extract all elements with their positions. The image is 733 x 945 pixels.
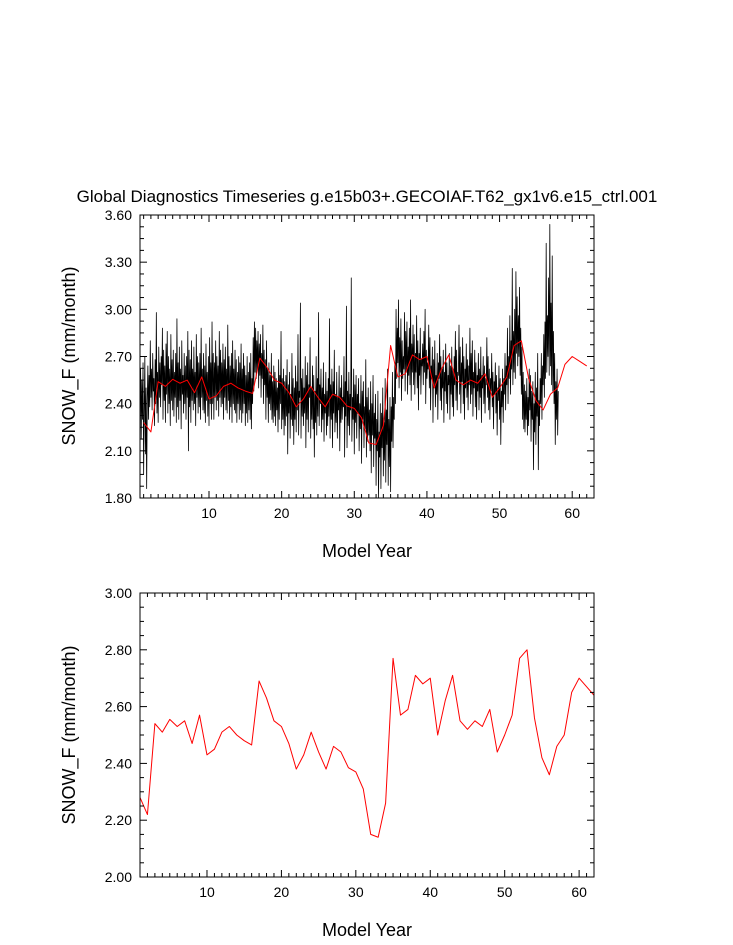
y-tick-label: 3.00 bbox=[105, 301, 132, 317]
x-tick-label: 40 bbox=[422, 884, 438, 900]
series-line-annual bbox=[143, 340, 588, 446]
y-tick-label: 2.40 bbox=[105, 755, 132, 771]
x-axis-label: Model Year bbox=[322, 541, 412, 561]
y-tick-label: 2.10 bbox=[105, 443, 132, 459]
x-tick-label: 10 bbox=[201, 505, 217, 521]
x-tick-label: 30 bbox=[346, 505, 362, 521]
y-tick-label: 2.60 bbox=[105, 699, 132, 715]
x-tick-label: 60 bbox=[571, 884, 587, 900]
series-line-annual bbox=[139, 649, 595, 838]
y-axis-label: SNOW_F (mm/month) bbox=[59, 266, 80, 445]
plot-frame bbox=[139, 592, 595, 878]
y-tick-label: 2.40 bbox=[105, 396, 132, 412]
annual-timeseries-panel: 10 20 30 40 50 60 2.00 2.20 2.40 2.60 2.80 3.00 Mod… bbox=[59, 585, 595, 940]
x-tick-label: 10 bbox=[199, 884, 215, 900]
y-tick-label: 2.20 bbox=[105, 812, 132, 828]
y-tick-label: 2.00 bbox=[105, 869, 132, 885]
x-tick-label: 60 bbox=[564, 505, 580, 521]
series-line-monthly bbox=[139, 224, 559, 499]
monthly-timeseries-panel: Global Diagnostics Timeseries g.e15b03+.… bbox=[59, 187, 657, 561]
x-tick-label: 40 bbox=[419, 505, 435, 521]
chart-title: Global Diagnostics Timeseries g.e15b03+.… bbox=[77, 187, 658, 206]
y-tick-label: 3.60 bbox=[105, 207, 132, 223]
x-tick-label: 50 bbox=[497, 884, 513, 900]
x-tick-label: 20 bbox=[274, 884, 290, 900]
x-tick-label: 30 bbox=[348, 884, 364, 900]
plot-frame bbox=[139, 214, 595, 499]
x-tick-label: 50 bbox=[492, 505, 508, 521]
y-tick-label: 1.80 bbox=[105, 490, 132, 506]
x-axis-label: Model Year bbox=[322, 920, 412, 940]
series-layer bbox=[139, 649, 595, 838]
ticks-layer: 10 20 30 40 50 60 2.00 2.20 2.40 2.60 2.80 3.00 bbox=[105, 585, 595, 900]
y-tick-label: 3.30 bbox=[105, 254, 132, 270]
y-tick-label: 2.80 bbox=[105, 642, 132, 658]
series-layer bbox=[139, 224, 588, 499]
x-tick-label: 20 bbox=[274, 505, 290, 521]
y-tick-label: 2.70 bbox=[105, 349, 132, 365]
y-axis-label: SNOW_F (mm/month) bbox=[59, 645, 80, 824]
y-tick-label: 3.00 bbox=[105, 585, 132, 601]
